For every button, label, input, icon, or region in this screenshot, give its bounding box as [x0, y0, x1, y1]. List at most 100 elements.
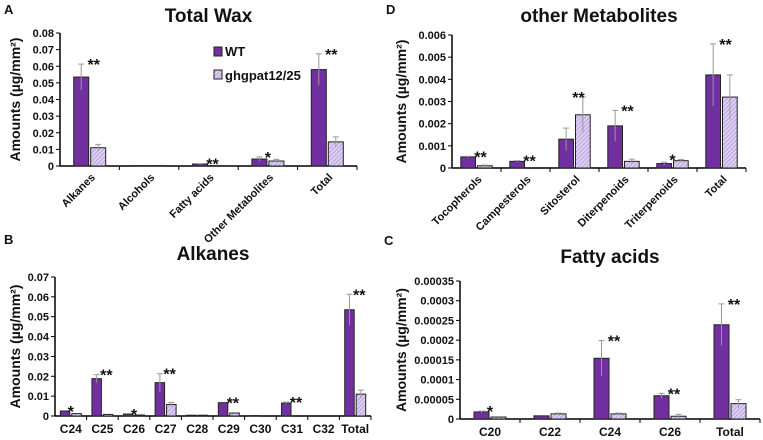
- y-tick-label: 0: [440, 163, 446, 175]
- y-tick-label: 0.02: [28, 371, 49, 383]
- y-tick-label: 0: [448, 414, 454, 426]
- legend-label-mutant: ghgpat12/25: [225, 68, 301, 83]
- x-tick-label: C24: [599, 425, 621, 439]
- y-tick-label: 0.08: [33, 28, 54, 40]
- panel-c: C Fatty acids Amounts (µg/mm²) 0 0.00005 0.00…: [384, 233, 761, 439]
- significance-marker: **: [719, 37, 732, 54]
- significance-marker: **: [621, 103, 634, 120]
- x-tick-label: Sitosterol: [538, 174, 582, 218]
- significance-marker: *: [669, 153, 676, 170]
- x-tick-label: Triterpenoids: [623, 174, 681, 232]
- y-tick-label: 0.04: [28, 332, 50, 344]
- x-tick-label: Fatty acids: [167, 172, 216, 221]
- x-tick-label: Total: [309, 172, 335, 198]
- significance-marker: *: [487, 404, 494, 421]
- y-tick-label: 0.0002: [420, 335, 454, 347]
- significance-marker: **: [728, 297, 741, 314]
- bar-mutant: [71, 413, 82, 417]
- bar-wt: [533, 415, 550, 420]
- y-tick-label: 0.002: [418, 119, 446, 131]
- bar-mutant: [490, 416, 507, 420]
- panel-a: A Total Wax Amounts (µg/mm²) 0 0.01 0.02 0.03 0…: [4, 2, 358, 246]
- bar-wt: [123, 413, 134, 417]
- y-tick-label: 0.04: [33, 95, 55, 107]
- x-tick-label: C22: [539, 425, 561, 439]
- y-tick-label: 0.00015: [414, 355, 454, 367]
- y-tick-label: 0.003: [418, 97, 446, 109]
- bar-wt: [653, 395, 670, 420]
- significance-marker: *: [68, 404, 75, 421]
- x-tick-label: C26: [123, 422, 145, 436]
- y-tick-label: 0.006: [418, 30, 446, 42]
- y-tick-label: 0.00025: [414, 315, 454, 327]
- significance-marker: **: [572, 90, 585, 107]
- y-tick-label: 0.03: [33, 111, 54, 123]
- legend-label-wt: WT: [225, 44, 245, 59]
- chart-title: Fatty acids: [560, 247, 659, 268]
- chart-title: Total Wax: [165, 6, 253, 27]
- x-tick-label: C20: [479, 425, 501, 439]
- y-tick-label: 0.00035: [414, 276, 454, 288]
- legend-swatch-wt: [213, 46, 223, 57]
- x-tick-label: Alcohols: [116, 172, 157, 213]
- y-axis-label: Amounts (µg/mm²): [393, 40, 409, 164]
- y-axis-label: Amounts (µg/mm²): [7, 38, 23, 162]
- y-tick-label: 0.0001: [420, 375, 454, 387]
- x-tick-label: C31: [281, 422, 303, 436]
- y-tick-label: 0.06: [33, 61, 54, 73]
- y-tick-label: 0.07: [33, 45, 54, 57]
- chart-title: Alkanes: [177, 244, 250, 265]
- x-tick-label: C24: [60, 422, 82, 436]
- bar-wt: [344, 309, 355, 417]
- x-tick-label: C27: [155, 422, 177, 436]
- significance-marker: **: [206, 157, 219, 174]
- bar-mutant: [134, 414, 145, 417]
- y-tick-label: 0.03: [28, 351, 49, 363]
- x-tick-label: Tocopherols: [430, 174, 485, 229]
- significance-marker: **: [608, 334, 621, 351]
- y-tick-label: 0.01: [33, 144, 54, 156]
- legend: WT ghgpat12/25: [213, 44, 301, 83]
- y-tick-label: 0.05: [28, 312, 49, 324]
- y-tick-label: 0.01: [28, 391, 49, 403]
- y-tick-label: 0.05: [33, 78, 54, 90]
- x-tick-label: C25: [91, 422, 113, 436]
- significance-marker: **: [474, 149, 487, 166]
- panel-letter: B: [4, 232, 13, 247]
- significance-marker: *: [265, 150, 272, 167]
- bar-wt: [59, 410, 71, 417]
- y-tick-label: 0.0003: [420, 296, 454, 308]
- x-tick-label: C28: [186, 422, 208, 436]
- y-tick-label: 0.07: [28, 272, 49, 284]
- y-tick-label: 0.00005: [414, 394, 454, 406]
- significance-marker: **: [163, 367, 176, 384]
- x-tick-label: C30: [249, 422, 271, 436]
- y-tick-label: 0.02: [33, 128, 54, 140]
- x-tick-label: Total: [716, 425, 744, 439]
- x-tick-label: Alkanes: [59, 172, 97, 210]
- y-axis-label: Amounts (µg/mm²): [7, 285, 23, 409]
- x-tick-label: Total: [341, 422, 369, 436]
- bar-mutant: [229, 412, 240, 417]
- y-tick-label: 0.001: [418, 141, 446, 153]
- y-tick-label: 0.005: [418, 52, 446, 64]
- panel-letter: D: [386, 2, 395, 17]
- bar-mutant: [102, 413, 114, 417]
- x-tick-label: C26: [659, 425, 681, 439]
- bar-wt: [186, 414, 197, 417]
- significance-marker: **: [353, 287, 366, 304]
- panel-b: B Alkanes Amounts (µg/mm²) 0 0.01 0.02 0.03 0.0…: [4, 232, 372, 436]
- x-tick-label: C29: [218, 422, 240, 436]
- y-tick-label: 0.06: [28, 292, 49, 304]
- significance-marker: **: [290, 395, 303, 412]
- bar-wt: [73, 76, 90, 167]
- panel-letter: C: [384, 233, 394, 248]
- chart-title: other Metabolites: [520, 6, 677, 27]
- significance-marker: **: [100, 368, 113, 385]
- bar-wt: [217, 402, 229, 417]
- significance-marker: **: [325, 47, 338, 64]
- panel-letter: A: [4, 2, 14, 17]
- y-tick-label: 0: [43, 411, 49, 423]
- y-tick-label: 0.004: [418, 74, 446, 86]
